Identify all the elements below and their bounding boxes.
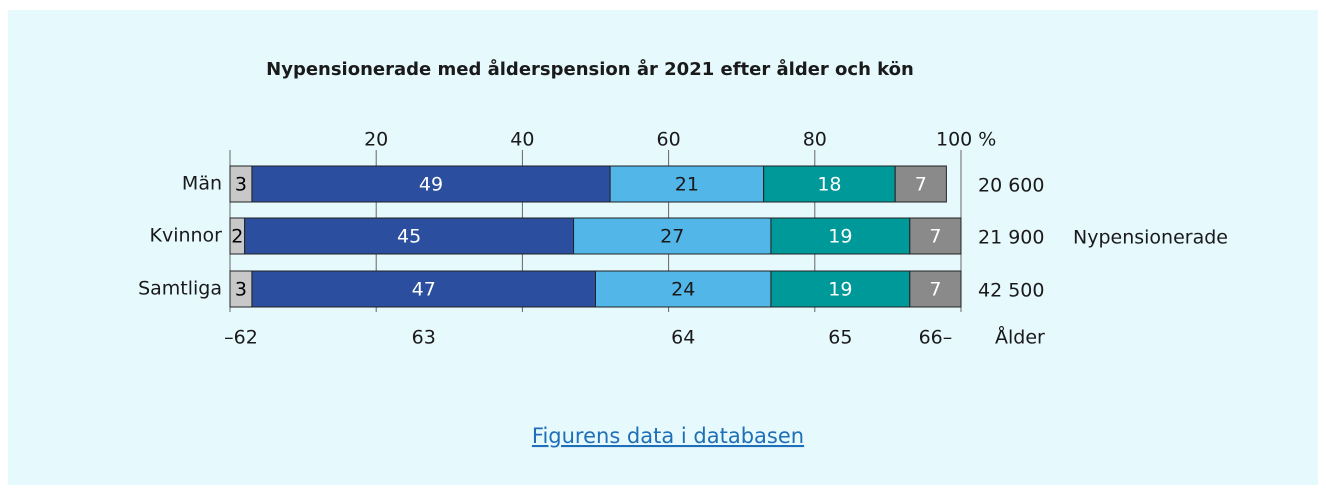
value-label: 3 <box>235 279 247 301</box>
bar-segment <box>609 165 765 203</box>
value-label: 7 <box>929 279 941 301</box>
legend-title: Ålder <box>995 326 1045 349</box>
x-tick-label: 100 % <box>936 129 996 151</box>
value-label: 21 <box>675 174 699 196</box>
bar-segment <box>244 217 575 255</box>
bar-segment <box>909 270 962 308</box>
total-label: 20 600 <box>978 175 1044 197</box>
x-tick-label: 60 <box>657 129 681 151</box>
value-label: 3 <box>235 174 247 196</box>
value-label: 47 <box>412 279 436 301</box>
x-tick-label: 20 <box>364 129 388 151</box>
value-label: 18 <box>817 174 841 196</box>
value-label: 2 <box>231 226 243 248</box>
legend-label: 65 <box>828 327 852 349</box>
category-label: Samtliga <box>138 278 222 300</box>
value-label: 19 <box>828 279 852 301</box>
value-label: 24 <box>671 279 695 301</box>
value-label: 49 <box>419 174 443 196</box>
value-label: 7 <box>929 226 941 248</box>
legend-label: 66– <box>919 327 953 349</box>
legend-label: 64 <box>671 327 695 349</box>
value-label: 45 <box>397 226 421 248</box>
bar-segment <box>894 165 947 203</box>
x-tick-label: 80 <box>803 129 827 151</box>
total-label: 42 500 <box>978 280 1044 302</box>
category-label: Män <box>182 173 222 195</box>
bar-segment <box>251 165 611 203</box>
bar-segment <box>770 217 911 255</box>
x-tick-label: 40 <box>510 129 534 151</box>
bar-segment <box>909 217 962 255</box>
total-label: 21 900 <box>978 227 1044 249</box>
chart-title: Nypensionerade med ålderspension år 2021… <box>266 58 914 80</box>
database-link[interactable]: Figurens data i databasen <box>532 424 804 448</box>
value-label: 19 <box>828 226 852 248</box>
bar-segment <box>763 165 896 203</box>
value-label: 7 <box>915 174 927 196</box>
value-label: 27 <box>660 226 684 248</box>
legend-label: –62 <box>224 327 258 349</box>
bar-segment <box>573 217 772 255</box>
totals-title: Nypensionerade <box>1073 227 1228 249</box>
legend-label: 63 <box>412 327 436 349</box>
bar-segment <box>595 270 772 308</box>
category-label: Kvinnor <box>149 225 222 247</box>
